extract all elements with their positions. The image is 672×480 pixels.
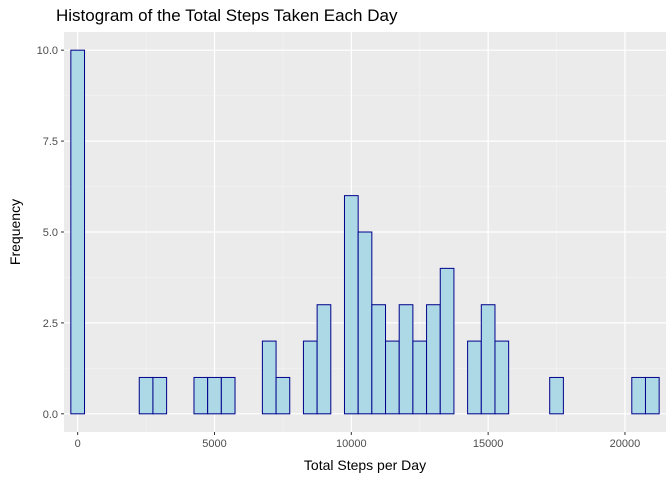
histogram-bar <box>138 376 154 415</box>
y-tick-label: 5.0 <box>43 227 58 239</box>
histogram-bar <box>343 195 359 415</box>
histogram-bar <box>152 376 168 415</box>
x-tick-label: 20000 <box>610 438 641 450</box>
x-axis-title: Total Steps per Day <box>304 457 426 473</box>
x-tick-label: 0 <box>75 438 81 450</box>
histogram-bar <box>357 231 373 415</box>
histogram-bar <box>207 376 222 415</box>
histogram-bar <box>631 376 646 415</box>
chart-title: Histogram of the Total Steps Taken Each … <box>56 6 398 25</box>
histogram-bar <box>220 376 236 415</box>
histogram-bar <box>398 304 414 415</box>
histogram-bar <box>70 49 86 415</box>
histogram-bar <box>494 340 510 415</box>
y-tick-label: 7.5 <box>43 136 58 148</box>
x-tick-label: 5000 <box>202 438 226 450</box>
histogram-bar <box>644 376 660 415</box>
y-tick-label: 0.0 <box>43 409 58 421</box>
histogram-bar <box>275 376 291 415</box>
y-tick-label: 10.0 <box>37 45 58 57</box>
histogram-bar <box>261 340 277 415</box>
y-axis-title: Frequency <box>7 199 23 265</box>
x-tick-label: 10000 <box>336 438 367 450</box>
histogram-bar <box>302 340 318 415</box>
histogram-bar <box>316 304 332 415</box>
histogram-bar <box>385 340 400 415</box>
histogram-bar <box>412 340 428 415</box>
histogram-bar <box>371 304 387 415</box>
histogram-bar <box>439 267 455 415</box>
histogram-bar <box>467 340 482 415</box>
y-tick-label: 2.5 <box>43 318 58 330</box>
histogram-bar <box>426 304 441 415</box>
histogram-bar <box>480 304 496 415</box>
histogram-bar <box>193 376 209 415</box>
x-tick-label: 15000 <box>473 438 504 450</box>
histogram-bar <box>549 376 564 415</box>
